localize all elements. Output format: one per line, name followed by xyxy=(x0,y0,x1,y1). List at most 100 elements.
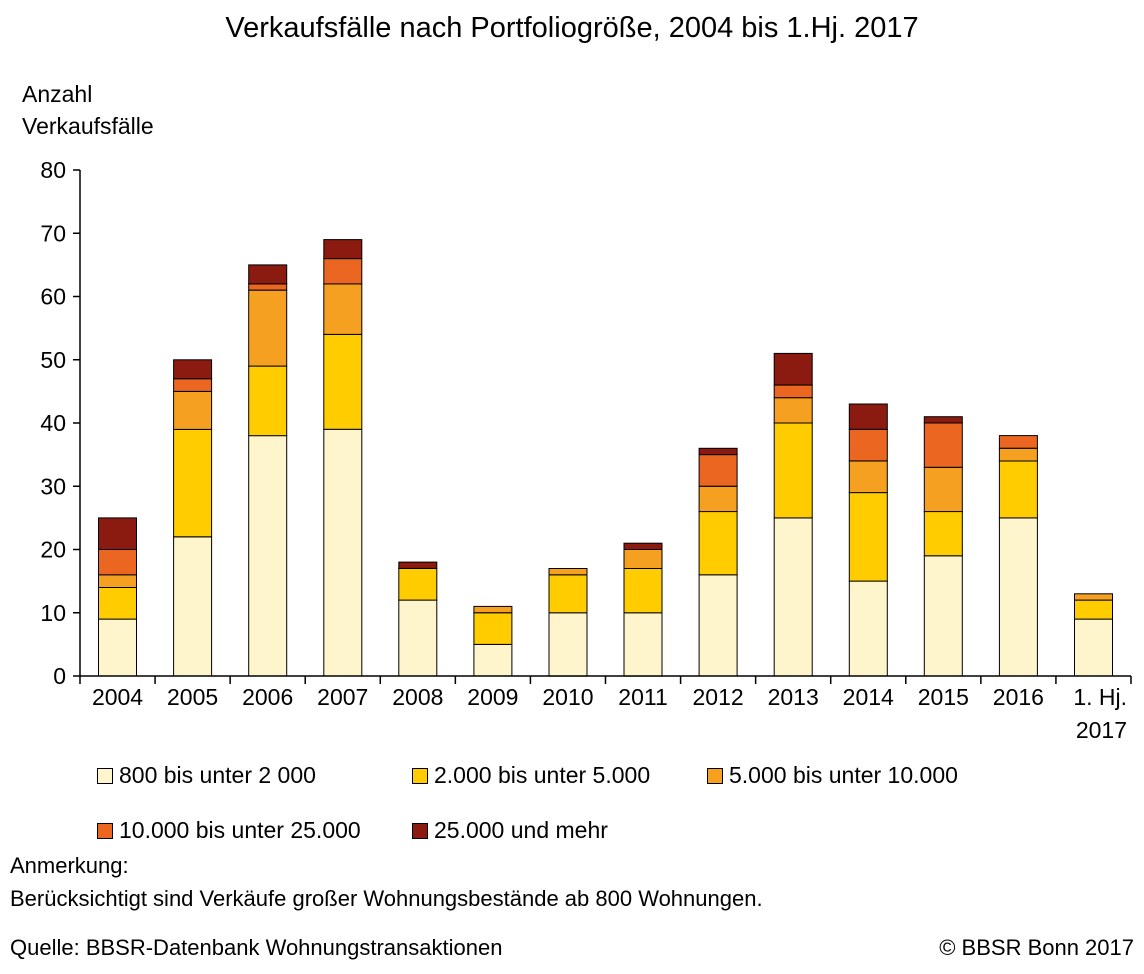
x-tick-label-2: 2005 xyxy=(167,684,218,710)
bar-segment-1-12 xyxy=(923,555,963,677)
bar-segment-1-10 xyxy=(773,517,813,677)
bar-segment-2-12 xyxy=(923,511,963,557)
legend-label-2: 2.000 bis unter 5.000 xyxy=(434,762,651,788)
bar-segment-5-9 xyxy=(698,447,738,456)
legend-label-3: 5.000 bis unter 10.000 xyxy=(729,762,958,788)
y-axis-label: Anzahl Verkaufsfälle xyxy=(22,78,154,142)
y-tick-label-10: 10 xyxy=(40,600,66,626)
legend-item-4: 10.000 bis unter 25.000 xyxy=(97,817,361,844)
bar-segment-3-7 xyxy=(548,568,588,576)
bar-segment-1-3 xyxy=(248,435,288,677)
bar-segment-5-8 xyxy=(623,542,663,551)
legend-item-5: 25.000 und mehr xyxy=(412,817,608,844)
legend-swatch-1 xyxy=(97,767,113,784)
legend-swatch-4 xyxy=(97,822,113,839)
bar-segment-2-11 xyxy=(848,492,888,582)
bar-segment-2-7 xyxy=(548,574,588,614)
bar-segment-3-12 xyxy=(923,466,963,513)
bar-segment-5-11 xyxy=(848,403,888,430)
bar-segment-1-6 xyxy=(473,643,513,677)
legend-item-3: 5.000 bis unter 10.000 xyxy=(707,762,958,789)
bar-segment-1-11 xyxy=(848,580,888,677)
bar-segment-3-13 xyxy=(998,447,1038,462)
y-tick-label-40: 40 xyxy=(40,410,66,436)
bar-segment-1-1 xyxy=(98,618,137,677)
chart-title: Verkaufsfälle nach Portfoliogröße, 2004 … xyxy=(225,12,919,44)
stacked-bar-chart: 0 10 20 30 40 50 60 70 80 2004 2005 2006 2007 2008 200… xyxy=(40,157,1132,743)
x-tick-label-6: 2009 xyxy=(467,684,518,710)
x-tick-label-13: 2016 xyxy=(993,684,1044,710)
bar-segment-3-10 xyxy=(773,397,813,424)
x-tick-label-3: 2006 xyxy=(242,684,293,710)
x-tick-label-11: 2014 xyxy=(843,684,894,710)
source-text: Quelle: BBSR-Datenbank Wohnungstransakti… xyxy=(10,935,503,960)
legend-item-2: 2.000 bis unter 5.000 xyxy=(412,762,650,789)
bar-segment-5-4 xyxy=(323,239,363,260)
x-tick-label-9: 2012 xyxy=(693,684,744,710)
bar-segment-1-14 xyxy=(1074,618,1113,677)
bar-segment-2-14 xyxy=(1074,599,1113,620)
bar-segment-5-2 xyxy=(173,359,213,380)
y-tick-label-20: 20 xyxy=(40,537,66,563)
y-tick-label-70: 70 xyxy=(40,220,66,246)
y-axis-label-line-1: Anzahl xyxy=(22,81,93,107)
x-tick-label-4: 2007 xyxy=(317,684,368,710)
bar-segment-3-3 xyxy=(248,289,288,367)
bar-segment-4-9 xyxy=(698,454,738,487)
x-tick-label-10: 2013 xyxy=(768,684,819,710)
bar-segment-3-8 xyxy=(623,549,663,569)
bar-segment-1-2 xyxy=(173,536,213,677)
bar-segment-3-9 xyxy=(698,485,738,513)
bar-segment-1-8 xyxy=(623,612,663,677)
y-tick-label-50: 50 xyxy=(40,347,66,373)
legend-swatch-3 xyxy=(707,767,723,784)
y-tick-label-60: 60 xyxy=(40,284,66,310)
x-tick-label-1: 2004 xyxy=(92,684,143,710)
legend-label-1: 800 bis unter 2 000 xyxy=(119,762,316,788)
bar-segment-3-4 xyxy=(323,283,363,335)
bar-segment-2-13 xyxy=(998,460,1038,519)
bar-segment-4-4 xyxy=(323,258,363,285)
bar-segment-1-4 xyxy=(323,428,363,677)
y-tick-label-80: 80 xyxy=(40,157,66,183)
bar-segment-4-11 xyxy=(848,428,888,462)
bar-segment-4-13 xyxy=(998,435,1038,449)
bar-segment-1-7 xyxy=(548,612,588,677)
bar-segment-2-5 xyxy=(398,568,438,601)
bar-segment-2-1 xyxy=(98,587,137,620)
x-tick-label-5: 2008 xyxy=(392,684,443,710)
bar-segment-2-4 xyxy=(323,333,363,430)
bar-segment-5-5 xyxy=(398,561,438,569)
x-tick-label-12: 2015 xyxy=(918,684,969,710)
bar-segment-4-10 xyxy=(773,384,813,399)
bar-segment-2-6 xyxy=(473,612,513,645)
bar-segment-4-12 xyxy=(923,422,963,468)
y-tick-label-0: 0 xyxy=(53,663,66,689)
bar-segment-4-1 xyxy=(98,549,137,576)
bar-segment-1-5 xyxy=(398,599,438,677)
legend-item-1: 800 bis unter 2 000 xyxy=(97,762,316,789)
bar-segment-1-9 xyxy=(698,574,738,677)
note-text: Berücksichtigt sind Verkäufe großer Wohn… xyxy=(10,886,763,911)
bar-segment-3-2 xyxy=(173,390,213,430)
bar-segment-3-1 xyxy=(98,574,137,588)
bar-segment-4-2 xyxy=(173,378,213,392)
legend-swatch-5 xyxy=(412,822,428,839)
x-tick-label-7: 2010 xyxy=(542,684,593,710)
bar-segment-1-13 xyxy=(998,517,1038,677)
bar-segment-2-10 xyxy=(773,422,813,519)
bar-segment-2-2 xyxy=(173,428,213,538)
y-tick-label-30: 30 xyxy=(40,473,66,499)
bar-segment-2-9 xyxy=(698,511,738,576)
bar-segment-4-3 xyxy=(248,283,288,291)
bar-segment-5-1 xyxy=(98,517,137,551)
bar-segment-5-12 xyxy=(923,416,963,424)
note-label: Anmerkung: xyxy=(10,853,129,878)
legend-label-4: 10.000 bis unter 25.000 xyxy=(119,817,361,843)
bar-segment-2-3 xyxy=(248,365,288,437)
x-tick-label-14-line-1: 1. Hj. xyxy=(1073,684,1127,710)
legend-label-5: 25.000 und mehr xyxy=(434,817,608,843)
legend-swatch-2 xyxy=(412,767,428,784)
bar-segment-3-6 xyxy=(473,605,513,614)
bar-segment-5-10 xyxy=(773,352,813,386)
